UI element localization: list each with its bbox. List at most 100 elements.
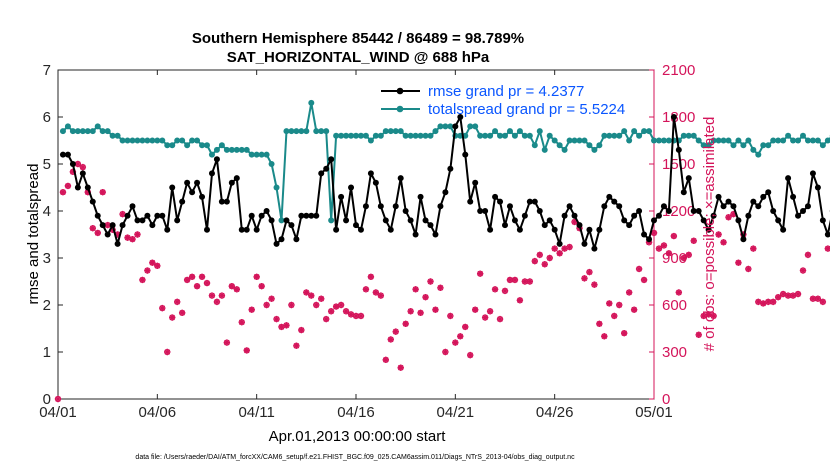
rmse-point bbox=[387, 226, 394, 233]
totalspread-point bbox=[268, 161, 275, 167]
totalspread-point bbox=[621, 128, 628, 135]
totalspread-point bbox=[586, 142, 593, 149]
totalspread-point bbox=[333, 132, 340, 139]
obs-assimilated-point bbox=[367, 273, 375, 280]
obs-assimilated-point bbox=[149, 259, 156, 266]
totalspread-point bbox=[755, 151, 762, 158]
x-tick-label: 04/26 bbox=[536, 404, 574, 421]
obs-assimilated-point bbox=[755, 298, 762, 306]
rmse-point bbox=[184, 179, 191, 186]
rmse-point bbox=[601, 203, 608, 210]
totalspread-point bbox=[293, 128, 300, 135]
totalspread-point bbox=[804, 137, 811, 144]
obs-assimilated-point bbox=[228, 283, 236, 290]
rmse-point bbox=[189, 189, 196, 196]
totalspread-point bbox=[447, 123, 454, 130]
legend-rmse-label: rmse grand pr = 4.2377 bbox=[428, 83, 584, 100]
obs-assimilated-point bbox=[665, 250, 673, 257]
legend-spread-label: totalspread grand pr = 5.5224 bbox=[428, 101, 625, 118]
obs-assimilated-point bbox=[382, 356, 389, 364]
rmse-point bbox=[144, 212, 151, 219]
totalspread-point bbox=[104, 128, 111, 135]
rmse-point bbox=[586, 226, 593, 233]
rmse-point bbox=[641, 231, 648, 238]
y-left-tick-label: 6 bbox=[43, 109, 51, 126]
obs-assimilated-point bbox=[710, 312, 717, 320]
x-tick-label: 04/06 bbox=[139, 404, 177, 421]
totalspread-point bbox=[208, 151, 215, 158]
totalspread-point bbox=[502, 132, 508, 139]
obs-assimilated-point bbox=[442, 348, 449, 356]
obs-assimilated-point bbox=[134, 231, 141, 238]
obs-assimilated-point bbox=[139, 276, 146, 284]
totalspread-point bbox=[467, 123, 474, 130]
rmse-line bbox=[63, 116, 830, 250]
totalspread-point bbox=[194, 137, 201, 144]
y-right-tick-label: 1500 bbox=[662, 156, 695, 173]
totalspread-point bbox=[233, 146, 240, 153]
rmse-point bbox=[268, 217, 275, 224]
rmse-point bbox=[119, 222, 126, 229]
obs-assimilated-point bbox=[457, 333, 464, 340]
x-tick-label: 04/01 bbox=[39, 404, 77, 421]
obs-assimilated-point bbox=[208, 292, 216, 299]
totalspread-point bbox=[213, 146, 220, 153]
rmse-point bbox=[591, 245, 598, 252]
obs-assimilated-point bbox=[104, 221, 111, 229]
totalspread-point bbox=[487, 132, 494, 139]
obs-assimilated-point bbox=[506, 276, 514, 284]
totalspread-point bbox=[323, 128, 330, 135]
rmse-point bbox=[233, 175, 240, 182]
rmse-point bbox=[199, 193, 206, 200]
totalspread-point bbox=[437, 123, 444, 130]
obs-assimilated-point bbox=[501, 287, 509, 295]
totalspread-point bbox=[367, 137, 374, 144]
rmse-point bbox=[323, 165, 330, 172]
rmse-point bbox=[59, 151, 66, 158]
totalspread-point bbox=[546, 132, 553, 139]
totalspread-point bbox=[303, 128, 310, 135]
totalspread-point bbox=[397, 128, 404, 135]
totalspread-point bbox=[710, 137, 717, 144]
rmse-point bbox=[502, 222, 508, 229]
rmse-point bbox=[665, 208, 672, 214]
rmse-point bbox=[367, 170, 374, 177]
obs-assimilated-point bbox=[660, 242, 668, 249]
rmse-point bbox=[134, 217, 141, 224]
totalspread-point bbox=[616, 132, 623, 139]
rmse-point bbox=[452, 123, 459, 130]
totalspread-point bbox=[655, 137, 662, 144]
rmse-point bbox=[780, 226, 787, 233]
rmse-point bbox=[516, 226, 523, 233]
totalspread-point bbox=[253, 151, 260, 158]
obs-assimilated-point bbox=[491, 286, 499, 293]
obs-assimilated-point bbox=[332, 303, 340, 310]
obs-assimilated-point bbox=[750, 245, 757, 252]
rmse-point bbox=[655, 212, 662, 219]
rmse-point bbox=[89, 198, 96, 205]
rmse-point bbox=[626, 222, 633, 229]
rmse-point bbox=[705, 226, 712, 233]
rmse-point bbox=[372, 179, 379, 186]
totalspread-point bbox=[814, 137, 821, 144]
totalspread-point bbox=[149, 137, 156, 144]
obs-assimilated-point bbox=[427, 278, 434, 285]
rmse-point bbox=[809, 170, 816, 177]
totalspread-point bbox=[308, 99, 315, 106]
obs-assimilated-point bbox=[223, 339, 231, 346]
y-left-tick-label: 4 bbox=[43, 203, 51, 220]
totalspread-point bbox=[402, 132, 409, 139]
rmse-point bbox=[765, 189, 772, 196]
totalspread-point bbox=[199, 142, 206, 149]
rmse-point bbox=[511, 217, 518, 224]
rmse-point bbox=[69, 161, 76, 167]
obs-assimilated-point bbox=[581, 275, 588, 282]
obs-assimilated-point bbox=[531, 257, 538, 265]
totalspread-point bbox=[184, 142, 191, 149]
rmse-point bbox=[596, 226, 603, 233]
rmse-point bbox=[576, 222, 583, 229]
totalspread-point bbox=[124, 137, 131, 144]
rmse-point bbox=[551, 226, 558, 233]
rmse-point bbox=[298, 212, 305, 219]
